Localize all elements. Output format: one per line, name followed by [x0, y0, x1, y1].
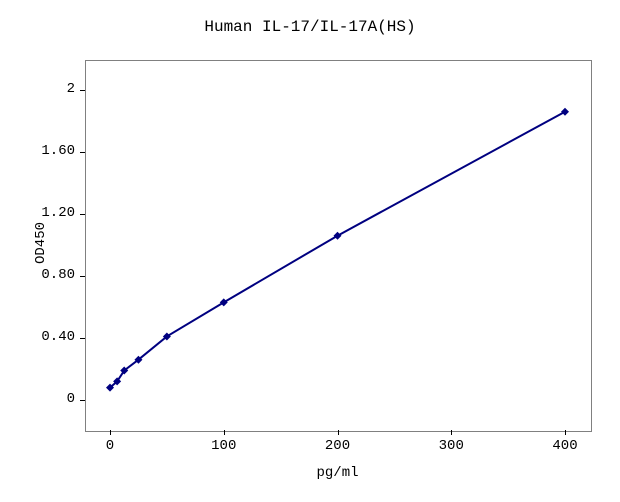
y-tick-mark: [80, 400, 85, 401]
line-series: [0, 0, 620, 502]
y-tick-label: 2: [30, 81, 75, 97]
x-tick-label: 100: [194, 438, 254, 454]
data-point: [561, 108, 569, 116]
y-tick-label: 1.60: [30, 143, 75, 159]
series-line: [110, 112, 565, 388]
x-tick-label: 400: [535, 438, 595, 454]
y-tick-label: 0.80: [30, 267, 75, 283]
x-tick-label: 200: [308, 438, 368, 454]
y-tick-label: 1.20: [30, 205, 75, 221]
x-tick-mark: [451, 430, 452, 435]
y-tick-mark: [80, 152, 85, 153]
chart-container: Human IL-17/IL-17A(HS) OD450 pg/ml 01002…: [0, 0, 620, 502]
x-tick-mark: [224, 430, 225, 435]
x-tick-label: 300: [421, 438, 481, 454]
y-tick-label: 0.40: [30, 329, 75, 345]
y-tick-mark: [80, 338, 85, 339]
x-tick-label: 0: [80, 438, 140, 454]
x-tick-mark: [110, 430, 111, 435]
x-tick-mark: [565, 430, 566, 435]
y-tick-mark: [80, 90, 85, 91]
x-tick-mark: [338, 430, 339, 435]
y-tick-label: 0: [30, 391, 75, 407]
data-point: [334, 232, 342, 240]
y-tick-mark: [80, 214, 85, 215]
y-tick-mark: [80, 276, 85, 277]
